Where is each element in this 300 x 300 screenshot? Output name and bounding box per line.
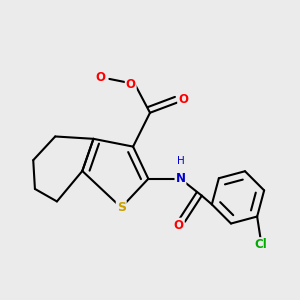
- Text: S: S: [117, 201, 126, 214]
- Text: H: H: [177, 156, 185, 166]
- Text: O: O: [95, 71, 105, 84]
- Text: N: N: [176, 172, 185, 185]
- Text: O: O: [178, 93, 188, 106]
- Text: O: O: [174, 219, 184, 232]
- Text: O: O: [126, 77, 136, 91]
- Text: Cl: Cl: [254, 238, 267, 251]
